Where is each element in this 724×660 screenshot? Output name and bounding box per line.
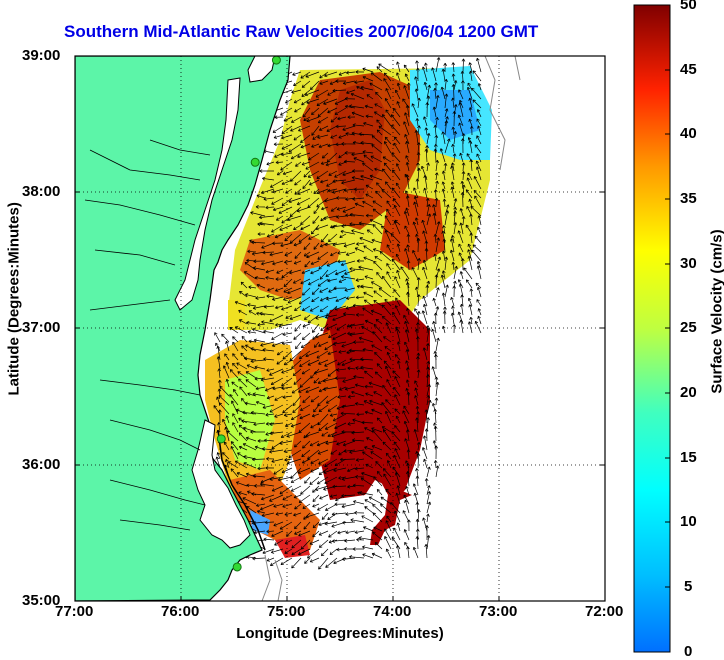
colorbar-tick-label: 40: [680, 125, 697, 142]
colorbar-tick-label: 0: [684, 643, 692, 660]
station-marker: [233, 563, 241, 571]
y-tick-label: 35:00: [22, 592, 60, 609]
y-tick-label: 38:00: [22, 183, 60, 200]
x-axis-label: Longitude (Degrees:Minutes): [75, 625, 605, 642]
y-axis-label: Latitude (Degrees:Minutes): [6, 206, 23, 396]
station-marker: [272, 56, 280, 64]
y-tick-label: 36:00: [22, 456, 60, 473]
colorbar-label: Surface Velocity (cm/s): [709, 212, 724, 412]
x-tick-label: 72:00: [585, 603, 623, 620]
colorbar-tick-label: 45: [680, 61, 697, 78]
colorbar-tick-label: 15: [680, 449, 697, 466]
colorbar-tick-label: 30: [680, 255, 697, 272]
x-tick-label: 77:00: [55, 603, 93, 620]
x-tick-label: 76:00: [161, 603, 199, 620]
x-tick-label: 74:00: [373, 603, 411, 620]
colorbar-tick-label: 10: [680, 513, 697, 530]
colorbar-tick-label: 5: [684, 578, 692, 595]
station-marker: [217, 435, 225, 443]
colorbar-tick-label: 35: [680, 190, 697, 207]
x-tick-label: 75:00: [267, 603, 305, 620]
station-marker: [251, 158, 259, 166]
colorbar-tick-label: 25: [680, 319, 697, 336]
colorbar: [634, 5, 670, 652]
y-tick-label: 37:00: [22, 319, 60, 336]
colorbar-tick-label: 50: [680, 0, 697, 13]
x-tick-label: 73:00: [479, 603, 517, 620]
colorbar-tick-label: 20: [680, 384, 697, 401]
y-tick-label: 39:00: [22, 47, 60, 64]
